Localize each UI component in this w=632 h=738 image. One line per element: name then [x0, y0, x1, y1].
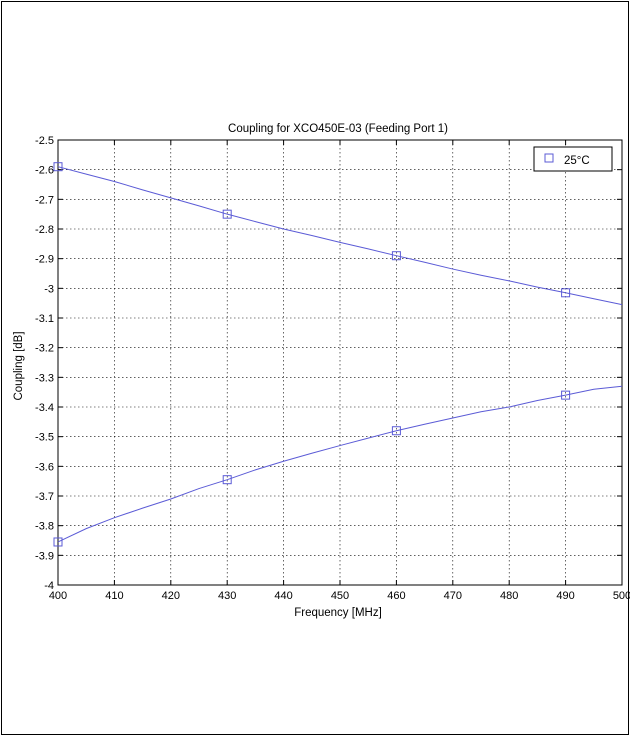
x-tick-label: 420 — [162, 590, 180, 602]
chart-title: Coupling for XCO450E-03 (Feeding Port 1) — [228, 123, 448, 135]
axes-box — [57, 139, 623, 586]
grid — [57, 139, 623, 586]
y-tick-label: -2.8 — [35, 224, 54, 236]
legend: 25°C — [533, 146, 613, 172]
x-tick-label: 430 — [218, 590, 236, 602]
data-point-marker — [53, 162, 63, 172]
x-axis-label: Frequency [MHz] — [294, 607, 382, 619]
legend-marker — [544, 153, 554, 163]
y-tick-label: -2.7 — [35, 194, 54, 206]
x-tick-label: 480 — [500, 590, 518, 602]
x-tick-label: 400 — [49, 590, 67, 602]
data-point-marker — [222, 209, 232, 219]
x-tick-label: 470 — [444, 590, 462, 602]
y-tick-label: -3.1 — [35, 313, 54, 325]
y-axis-label: Coupling [dB] — [13, 331, 25, 400]
x-tick-label: 450 — [331, 590, 349, 602]
y-tick-label: -3.5 — [35, 432, 54, 444]
y-tick-label: -3.4 — [35, 402, 54, 414]
y-tick-label: -2.5 — [35, 135, 54, 147]
y-tick-label: -3.2 — [35, 343, 54, 355]
y-tick-label: -3 — [44, 283, 54, 295]
data-point-marker — [222, 475, 232, 485]
x-tick-label: 410 — [105, 590, 123, 602]
y-tick-label: -4 — [44, 580, 54, 592]
y-tick-label: -3.9 — [35, 550, 54, 562]
x-tick-label: 500 — [613, 590, 630, 602]
x-tick-label: 440 — [274, 590, 292, 602]
y-tick-label: -3.7 — [35, 491, 54, 503]
data-point-marker — [53, 537, 63, 547]
legend-box — [533, 146, 613, 172]
y-tick-label: -3.6 — [35, 461, 54, 473]
series-line-2 — [57, 385, 623, 543]
y-tick-label: -2.9 — [35, 254, 54, 266]
data-point-marker — [561, 288, 571, 298]
legend-label: 25°C — [564, 155, 590, 167]
x-tick-label: 490 — [556, 590, 574, 602]
series-line-1 — [57, 166, 623, 306]
data-point-marker — [391, 251, 401, 261]
y-tick-label: -3.3 — [35, 372, 54, 384]
data-point-marker — [561, 390, 571, 400]
data-point-marker — [391, 426, 401, 436]
series-lines — [53, 162, 623, 547]
y-tick-label: -2.6 — [35, 165, 54, 177]
ticks: 400 410 420 430 440 450 460 470 480 490 500 -2.5 -2.… — [35, 135, 630, 602]
x-tick-label: 460 — [387, 590, 405, 602]
y-tick-label: -3.8 — [35, 521, 54, 533]
